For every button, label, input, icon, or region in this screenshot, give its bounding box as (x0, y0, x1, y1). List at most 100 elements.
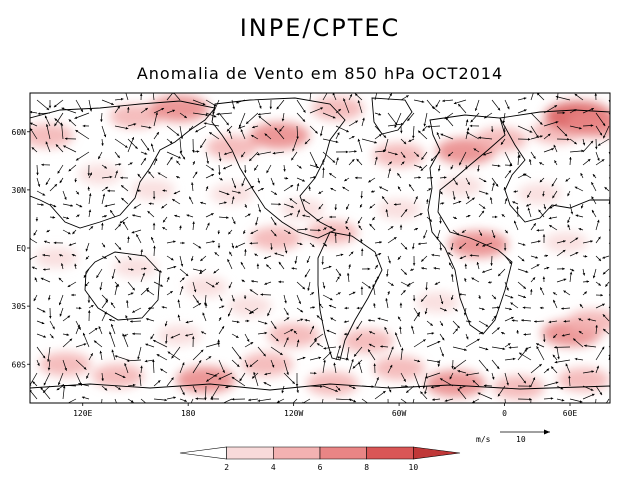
wind-vector-head (99, 350, 103, 354)
wind-vector-head (417, 359, 421, 363)
wind-vector-head (332, 116, 336, 119)
wind-vector-head (114, 355, 118, 358)
anomaly-shading (30, 95, 610, 400)
anomaly-patch (157, 324, 202, 346)
wind-vector-head (423, 235, 426, 239)
wind-vector-head (107, 189, 110, 193)
wind-vector (322, 398, 324, 403)
wind-vector-head (368, 349, 371, 353)
wind-vector (222, 398, 233, 403)
wind-vector-head (501, 214, 505, 217)
wind-vector-head (291, 205, 294, 208)
wind-vector-head (88, 193, 92, 196)
wind-vector-head (318, 206, 322, 210)
reference-value: 10 (516, 435, 526, 444)
wind-vector-head (601, 346, 605, 350)
wind-vector-head (358, 225, 362, 229)
wind-vector-head (430, 323, 433, 326)
wind-vector-head (490, 263, 493, 266)
wind-vector-head (417, 385, 420, 389)
wind-vector-head (389, 161, 392, 165)
wind-vector-head (125, 315, 128, 318)
wind-vector-head (105, 186, 109, 190)
wind-vector-head (553, 299, 556, 303)
wind-vector-head (246, 121, 249, 124)
wind-vector-head (430, 158, 434, 161)
wind-vector-head (238, 124, 242, 128)
wind-vector-head (407, 118, 410, 121)
wind-vector-head (300, 309, 303, 313)
wind-vector-head (232, 106, 235, 110)
wind-vector (477, 392, 493, 400)
wind-vector-head (143, 157, 146, 161)
wind-vector-head (554, 105, 558, 108)
wind-vector-head (567, 220, 570, 224)
wind-vector-head (378, 134, 382, 137)
lon-axis: 120E 180 120W 60W 0 60E (73, 403, 577, 418)
wind-vector-head (344, 332, 347, 336)
wind-vector-head (330, 317, 334, 321)
wind-vector-head (546, 266, 550, 270)
wind-vector-head (181, 277, 185, 281)
wind-vector-head (603, 405, 605, 408)
wind-vector-head (101, 143, 104, 146)
wind-vector-head (74, 179, 77, 183)
wind-vector-head (51, 335, 54, 339)
wind-vector-head (316, 343, 320, 346)
wind-vector-head (61, 384, 64, 387)
wind-vector-head (221, 326, 225, 329)
wind-vector-head (479, 233, 482, 236)
wind-vector-head (165, 341, 168, 344)
wind-vector-head (516, 206, 519, 209)
wind-vector-head (360, 238, 363, 242)
wind-vector-head (395, 332, 398, 336)
wind-vector-head (257, 399, 261, 402)
wind-vector-head (85, 256, 89, 260)
wind-vector-head (83, 343, 87, 346)
wind-vector-head (41, 321, 45, 325)
wind-vector-head (57, 170, 60, 174)
wind-vector (61, 107, 77, 114)
wind-vector-head (484, 115, 487, 119)
anomaly-patch (241, 352, 294, 377)
wind-vector-head (441, 202, 445, 205)
wind-vector-head (386, 274, 389, 277)
wind-vector-head (252, 125, 255, 129)
wind-vector-head (37, 363, 40, 366)
wind-vector-head (610, 117, 612, 120)
wind-vector (361, 138, 378, 144)
wind-vector-head (45, 124, 49, 127)
wind-vector-head (408, 139, 412, 142)
wind-vector-head (228, 285, 232, 289)
wind-vector-head (311, 244, 315, 247)
wind-vector-head (173, 191, 177, 195)
wind-vector-head (360, 248, 364, 251)
anomaly-patch (78, 163, 123, 185)
wind-vector (218, 112, 230, 126)
wind-vector (465, 338, 480, 348)
colorbar-label: 6 (318, 463, 323, 472)
wind-vector-head (206, 161, 210, 164)
wind-vector-head (290, 185, 294, 188)
wind-vector-head (249, 289, 253, 292)
wind-vector-head (80, 109, 83, 113)
wind-vector-head (314, 339, 317, 343)
wind-vector-head (493, 315, 496, 319)
wind-vector-head (358, 361, 361, 365)
wind-vector-head (240, 262, 244, 265)
wind-vector-head (228, 313, 231, 317)
wind-vector (605, 398, 610, 403)
wind-vector-head (316, 218, 320, 222)
wind-vector-head (328, 351, 332, 355)
wind-vector (206, 372, 220, 382)
wind-vector-head (416, 154, 419, 157)
wind-vector-head (316, 315, 320, 318)
wind-vector-head (356, 158, 360, 162)
colorbar-label: 10 (409, 463, 419, 472)
wind-vector-head (575, 252, 579, 255)
wind-vector-head (399, 224, 403, 228)
wind-vector-head (471, 277, 475, 281)
wind-vector-head (176, 160, 179, 164)
wind-vector-head (368, 319, 371, 322)
wind-vector-head (103, 256, 107, 259)
